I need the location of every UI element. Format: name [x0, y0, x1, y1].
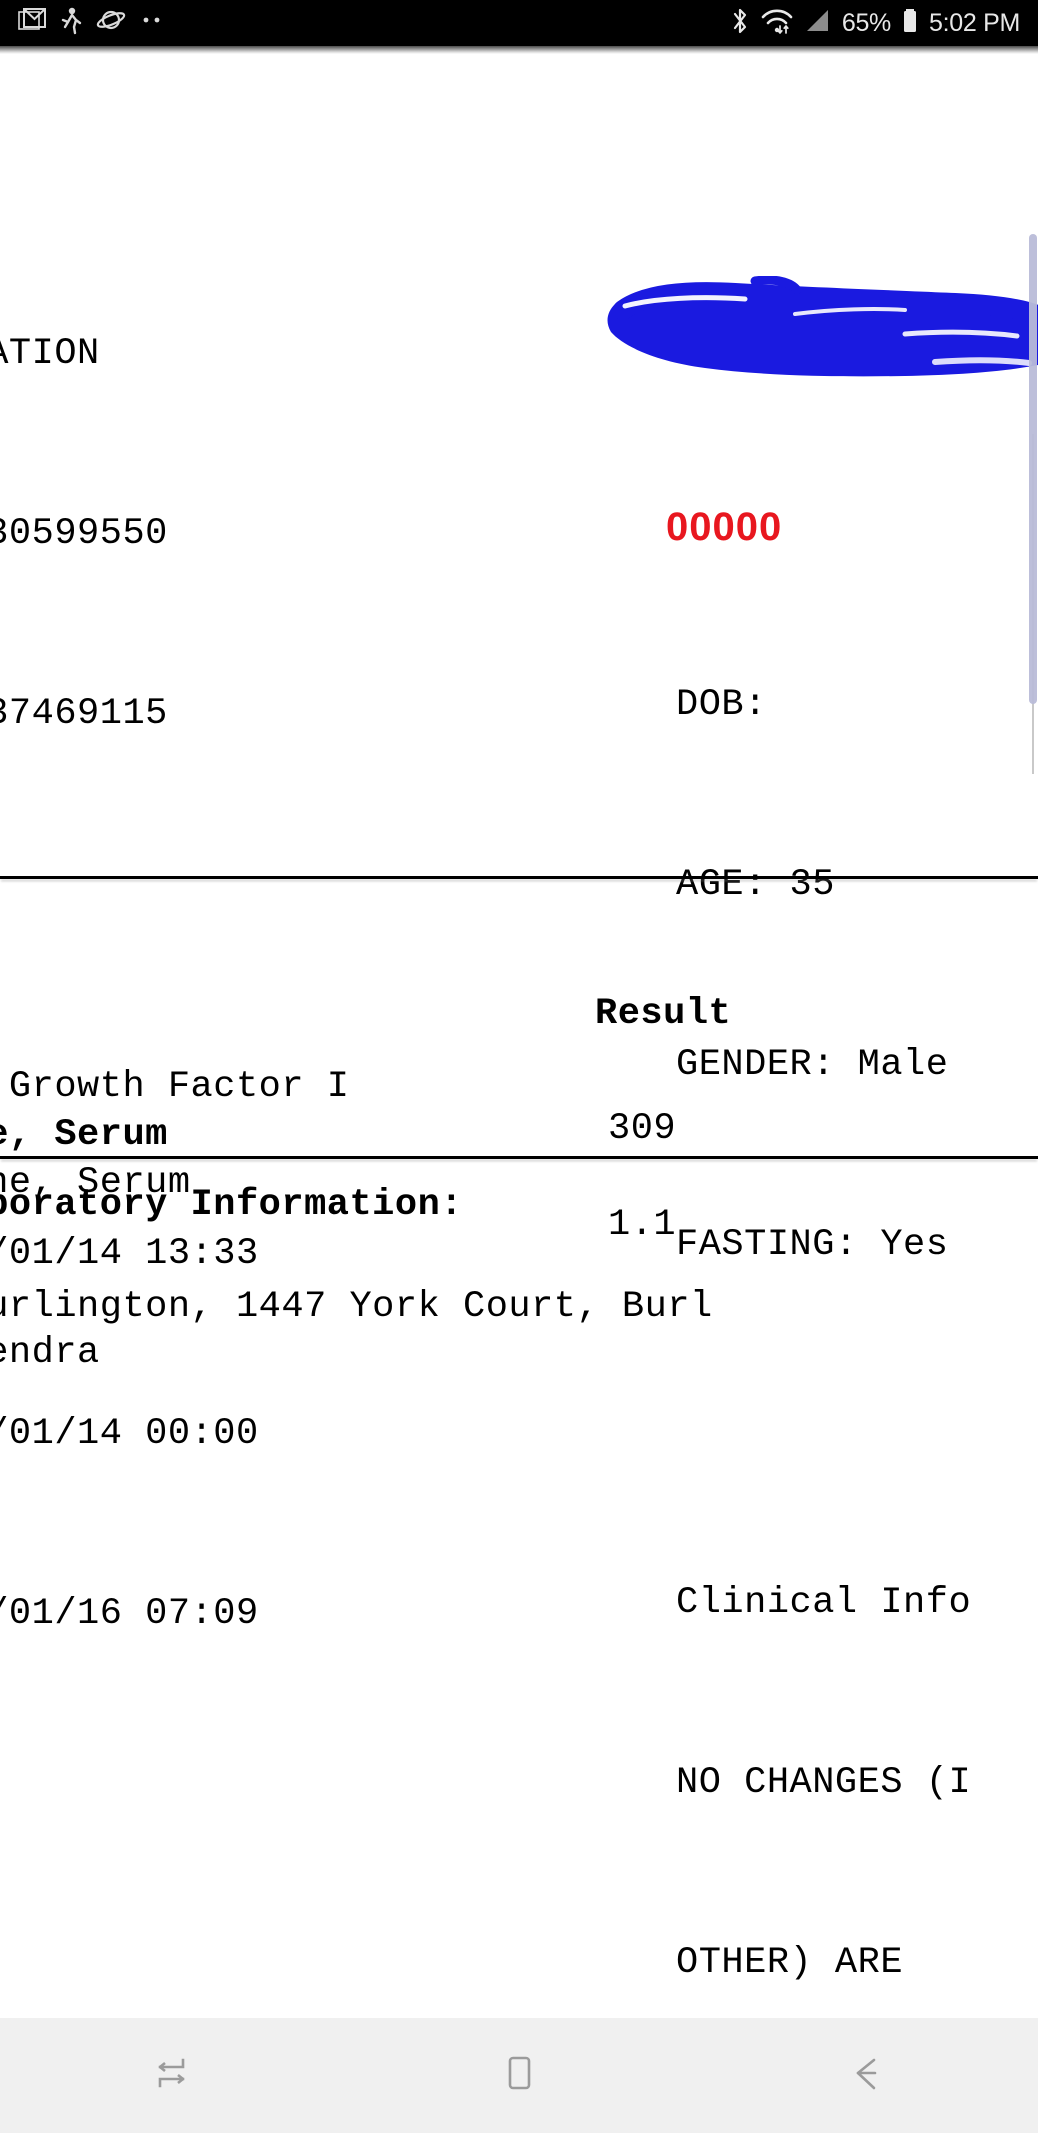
test-section-heading: Hormone, Serum [0, 1114, 168, 1156]
table-row: n-Like Growth Factor I 309 [0, 1024, 1038, 1192]
dob-row: DOB: [676, 684, 767, 726]
fasting-row: FASTING: Yes [676, 1224, 949, 1266]
two-dots-icon [140, 7, 166, 40]
patient-id-label: 00000 [666, 505, 783, 549]
clinical-note-line-2: OTHER) ARE [676, 1942, 904, 1984]
results-table-top-divider [0, 876, 1038, 879]
gender-row: GENDER: Male [676, 1044, 949, 1086]
recents-button[interactable] [0, 2018, 346, 2133]
results-table-header: me Result [0, 909, 1038, 1077]
collected-date-line: : 2019/01/14 13:33 [0, 1233, 259, 1275]
laboratory-address-line: Corp Burlington, 1447 York Court, Burl [0, 1286, 713, 1328]
wifi-icon [760, 6, 794, 41]
recents-icon [150, 2050, 196, 2101]
results-header-result: Result [595, 993, 732, 1035]
back-arrow-icon [842, 2050, 888, 2101]
test-result-value: 309 [608, 1108, 677, 1150]
account-number-line: TION: 37469115 [0, 693, 168, 735]
bluetooth-icon [730, 6, 750, 41]
patient-info-heading: PATIENT INFO [666, 328, 957, 370]
cellular-signal-icon [804, 6, 832, 41]
age-row: AGE: 35 [676, 864, 835, 906]
lab-report-page: INFORMATION N: 01430599550 TION: 3746911… [0, 54, 1038, 1992]
test-result-value: 1.1 [608, 1204, 677, 1246]
scrollbar-thumb[interactable] [1029, 234, 1037, 704]
table-row: Hormone, Serum 1.1 [0, 1120, 1038, 1288]
specimen-number-line: N: 01430599550 [0, 513, 168, 555]
test-name: Hormone, Serum [0, 1162, 191, 1204]
back-button[interactable] [692, 2018, 1038, 2133]
status-bar-drop-shadow [0, 46, 1038, 54]
battery-icon [901, 6, 919, 41]
saturn-icon [96, 7, 126, 40]
specimen-info-heading: INFORMATION [0, 333, 100, 375]
status-bar-notification-icons [18, 7, 166, 40]
status-bar-system-icons: 65% 5:02 PM [730, 6, 1020, 41]
gmail-icon [18, 7, 46, 40]
runner-icon [60, 7, 82, 40]
reported-date-line: 2019/01/16 07:09 [0, 1593, 259, 1635]
clinical-note-line-1: NO CHANGES (I [676, 1762, 972, 1804]
battery-percent-label: 65% [841, 8, 891, 37]
laboratory-director-line: ai Nagendra [0, 1332, 100, 1374]
home-square-icon [496, 2050, 542, 2101]
table-row: Hormone, Serum [0, 1072, 1038, 1240]
clinical-info-heading: Clinical Info [676, 1582, 972, 1624]
performing-laboratory-heading: ing Laboratory Information: [0, 1184, 463, 1226]
status-bar: 65% 5:02 PM [0, 0, 1038, 46]
results-table-bottom-divider [0, 1156, 1038, 1159]
received-date-line: 2019/01/14 00:00 [0, 1413, 259, 1455]
meta-spacer [608, 1395, 1038, 1453]
android-navigation-bar [0, 2018, 1038, 2133]
test-name: n-Like Growth Factor I [8, 1066, 350, 1108]
clock-label: 5:02 PM [928, 8, 1020, 37]
specimen-information-block: INFORMATION N: 01430599550 TION: 3746911… [0, 204, 470, 1764]
vertical-scrollbar[interactable] [1029, 54, 1038, 1992]
home-button[interactable] [346, 2018, 692, 2133]
document-viewport[interactable]: INFORMATION N: 01430599550 TION: 3746911… [0, 54, 1038, 1992]
